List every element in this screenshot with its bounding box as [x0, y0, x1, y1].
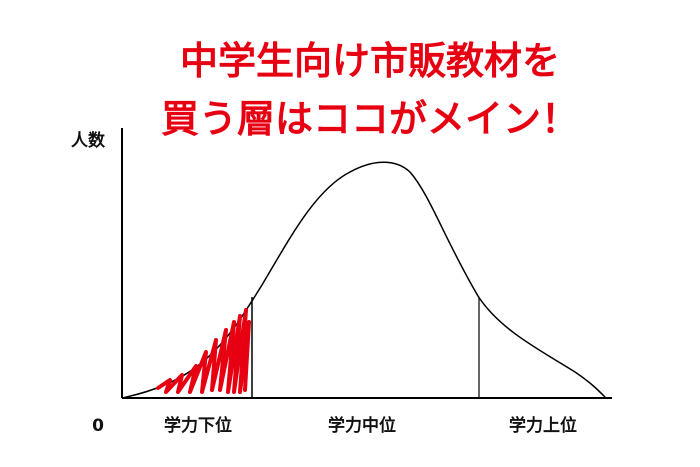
segment-label: 学力中位: [328, 415, 396, 436]
segment-label: 学力下位: [164, 415, 232, 436]
distribution-curve: [121, 161, 606, 399]
title-line: 買う層はココがメイン！: [161, 97, 579, 141]
highlight-scribble: [156, 308, 251, 394]
segment-label: 学力上位: [509, 415, 577, 436]
title-line: 中学生向け市販教材を: [180, 39, 560, 83]
y-axis-label: 人数: [71, 130, 106, 151]
origin-label: 0: [92, 416, 104, 436]
